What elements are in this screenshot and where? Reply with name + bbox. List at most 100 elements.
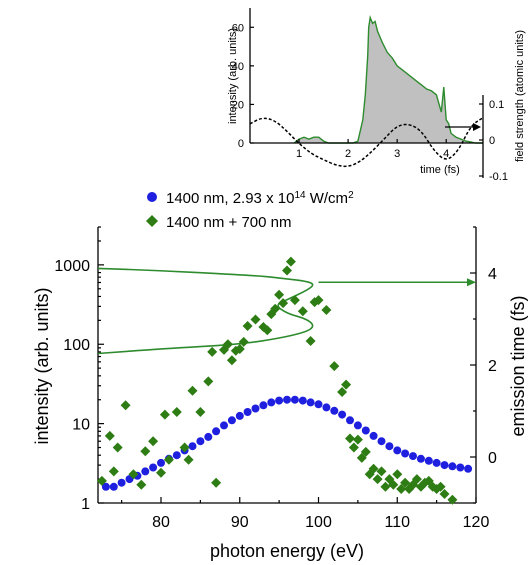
inset-y2-label: field strength (atomic units) [514, 30, 526, 162]
blue-data-point [322, 403, 331, 412]
main-y-tick-label: 1000 [54, 258, 90, 275]
blue-data-point [448, 462, 457, 471]
green-data-point [360, 446, 371, 457]
green-data-point [282, 265, 292, 276]
blue-data-point [361, 426, 370, 435]
green-data-point [234, 344, 245, 354]
green-data-point [388, 479, 399, 490]
main-x-tick-label: 90 [231, 514, 249, 531]
green-data-point [400, 477, 411, 488]
green-data-point [435, 481, 446, 492]
main-y2-tick-label: 0 [488, 450, 497, 467]
green-data-point [128, 469, 139, 480]
green-data-point [136, 479, 147, 490]
inset-y-label: intensity (arb. units) [227, 28, 239, 124]
inset-arrow-head [473, 123, 481, 131]
blue-data-point [275, 396, 284, 405]
green-data-point [372, 474, 383, 485]
green-data-point [250, 314, 261, 325]
green-data-point [341, 379, 352, 390]
inset-y-tick-label: 60 [232, 22, 244, 34]
green-data-point [203, 376, 214, 387]
blue-data-point [432, 458, 441, 467]
blue-data-point [283, 395, 291, 404]
main-y-tick-label: 100 [63, 337, 90, 354]
inset-x-tick-label: 2 [345, 148, 351, 160]
blue-data-point [377, 437, 386, 446]
blue-data-point [393, 446, 402, 455]
green-data-point [140, 446, 151, 457]
inset-field-line [249, 117, 484, 168]
green-data-point [159, 409, 170, 420]
main-y2-label: emission time (fs) [508, 295, 528, 436]
green-data-point [392, 469, 403, 480]
blue-data-point [220, 421, 228, 430]
blue-data-point [338, 410, 347, 419]
inset-x-label: time (fs) [420, 164, 460, 176]
main-y2-tick-label: 4 [488, 266, 497, 283]
blue-data-point [251, 404, 260, 413]
inset-x-tick-label: 4 [443, 148, 449, 160]
green-data-point [321, 305, 332, 315]
green-data-point [262, 325, 273, 336]
blue-data-point [424, 456, 433, 465]
blue-data-point [306, 398, 315, 407]
green-data-point [352, 434, 363, 445]
green-data-point [270, 303, 281, 314]
inset-x-tick-label: 3 [394, 148, 400, 160]
legend-label-green: 1400 nm + 700 nm [166, 214, 292, 231]
inset-intensity-fill [294, 17, 483, 144]
blue-data-point [298, 396, 307, 405]
blue-data-point [117, 478, 126, 487]
main-x-tick-label: 80 [152, 514, 170, 531]
emission-arrow-head [467, 278, 476, 287]
green-data-point [108, 466, 119, 477]
green-data-point [297, 306, 308, 317]
green-data-point [183, 454, 194, 465]
blue-data-point [141, 467, 150, 476]
green-data-point [156, 467, 166, 478]
green-data-point [285, 256, 296, 267]
green-data-point [313, 295, 324, 306]
green-data-point [289, 295, 300, 306]
blue-data-point [440, 461, 449, 470]
blue-data-point [416, 454, 425, 463]
blue-data-point [227, 416, 236, 425]
inset-y2-tick-label: 0 [489, 135, 495, 147]
main-y-tick-label: 1 [81, 496, 90, 513]
blue-data-point [330, 406, 339, 415]
blue-data-point [101, 482, 110, 491]
blue-data-point [172, 451, 181, 460]
green-data-point [368, 463, 379, 474]
inset-x-tick-label: 1 [296, 148, 302, 160]
legend-marker-green [146, 215, 158, 227]
inset-y-tick-label: 0 [238, 138, 244, 150]
blue-data-point [314, 400, 323, 409]
inset-y2-tick-label: 0.1 [489, 99, 504, 111]
green-data-point [439, 489, 450, 499]
blue-data-point [243, 408, 252, 416]
green-data-point [163, 454, 174, 465]
blue-data-point [149, 463, 158, 472]
green-data-point [329, 361, 340, 372]
green-data-point [278, 298, 289, 309]
main-x-tick-label: 110 [384, 514, 410, 531]
blue-data-point [109, 482, 118, 491]
blue-data-point [409, 452, 417, 461]
inset-y2-tick-label: -0.1 [489, 171, 508, 183]
green-data-point [396, 484, 407, 494]
green-data-point [238, 336, 249, 347]
main-y-label: intensity (arb. units) [32, 287, 52, 444]
main-x-tick-label: 120 [463, 514, 490, 531]
blue-data-point [157, 458, 165, 467]
green-data-point [96, 475, 107, 486]
green-data-point [104, 430, 115, 441]
blue-data-point [369, 431, 378, 440]
inset-y-tick-label: 40 [232, 61, 244, 73]
main-x-label: photon energy (eV) [210, 541, 364, 561]
main-y-tick-label: 10 [72, 417, 90, 434]
blue-data-point [346, 416, 354, 425]
green-data-point [195, 407, 206, 417]
